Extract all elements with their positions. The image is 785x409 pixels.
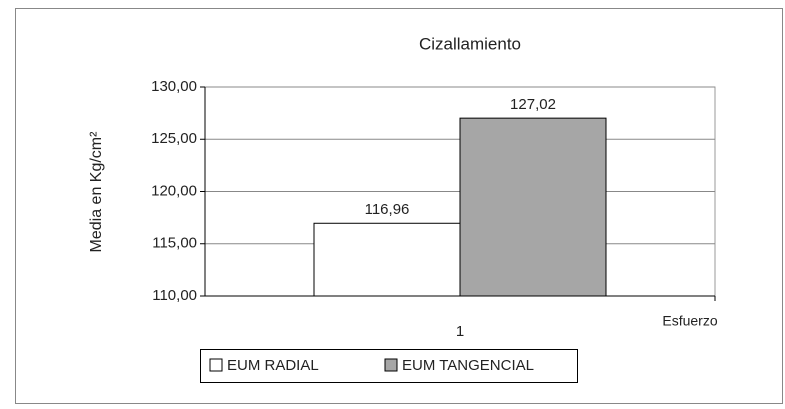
y-tick-label: 110,00 [152,287,197,304]
chart-title: Cizallamiento [419,34,521,53]
legend-label: EUM RADIAL [227,357,319,374]
bar [313,222,461,297]
y-tick-label: 130,00 [151,78,197,95]
y-tick-label: 125,00 [151,130,197,147]
value-label: 116,96 [365,201,410,218]
value-label: 127,02 [510,96,556,113]
bar [459,117,607,297]
legend-swatch [384,358,398,372]
y-tick-label: 115,00 [152,235,197,252]
legend-swatch [209,358,223,372]
x-tick-label: 1 [456,323,464,340]
legend-box [200,349,578,383]
x-axis-label: Esfuerzo [662,313,717,329]
y-tick-label: 120,00 [151,182,197,199]
y-axis-label: Media en Kg/cm² [88,131,105,253]
legend-label: EUM TANGENCIAL [402,357,534,374]
